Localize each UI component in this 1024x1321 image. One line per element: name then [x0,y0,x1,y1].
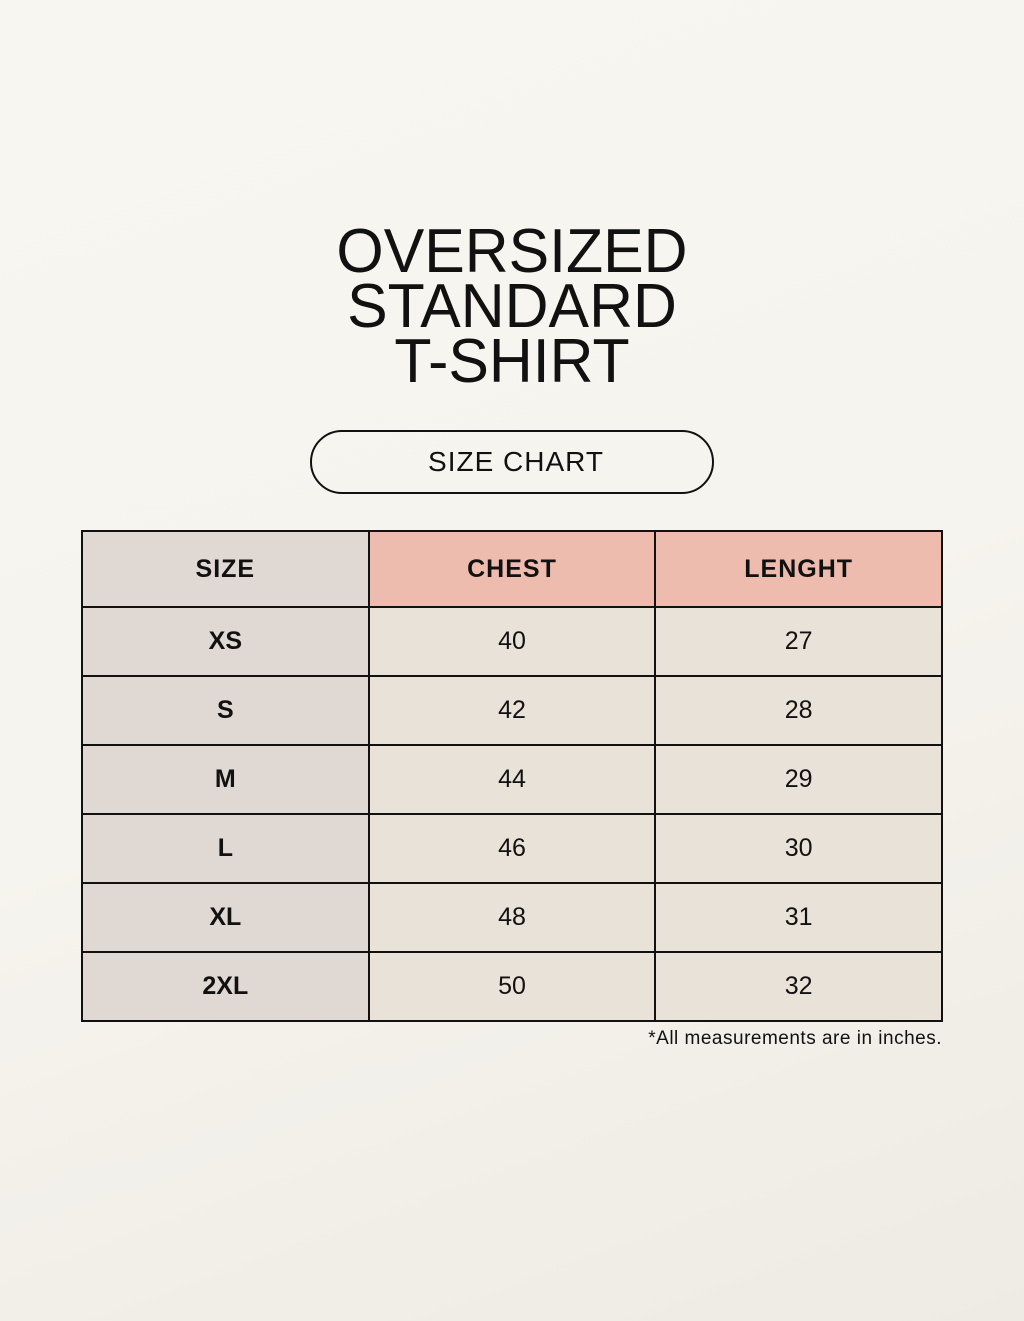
table-row: S 42 28 [81,675,943,746]
table-header-row: SIZE CHEST LENGHT [81,530,943,608]
size-table: SIZE CHEST LENGHT XS 40 27 S 42 28 M 44 29 L 46 30 X… [81,530,943,1022]
chest-cell: 48 [367,882,657,953]
table-row: XL 48 31 [81,882,943,953]
chest-cell: 44 [367,744,657,815]
title-line: STANDARD [347,272,677,341]
length-cell: 30 [654,813,943,884]
title-line: T-SHIRT [394,327,630,396]
table-row: 2XL 50 32 [81,951,943,1022]
size-chart-badge: SIZE CHART [310,430,714,494]
header-length: LENGHT [654,530,943,608]
title-line: OVERSIZED [336,217,688,286]
size-cell: XS [81,606,370,677]
length-cell: 29 [654,744,943,815]
measurement-note: *All measurements are in inches. [648,1028,942,1049]
length-cell: 32 [654,951,943,1022]
chest-cell: 40 [367,606,657,677]
size-cell: XL [81,882,370,953]
page-title: OVERSIZED STANDARD T-SHIRT [0,217,1024,396]
chest-cell: 46 [367,813,657,884]
chest-cell: 50 [367,951,657,1022]
table-row: XS 40 27 [81,606,943,677]
size-cell: S [81,675,370,746]
length-cell: 27 [654,606,943,677]
length-cell: 31 [654,882,943,953]
header-chest: CHEST [367,530,657,608]
header-size: SIZE [81,530,370,608]
size-cell: L [81,813,370,884]
table-row: L 46 30 [81,813,943,884]
chest-cell: 42 [367,675,657,746]
size-cell: 2XL [81,951,370,1022]
size-cell: M [81,744,370,815]
length-cell: 28 [654,675,943,746]
table-row: M 44 29 [81,744,943,815]
